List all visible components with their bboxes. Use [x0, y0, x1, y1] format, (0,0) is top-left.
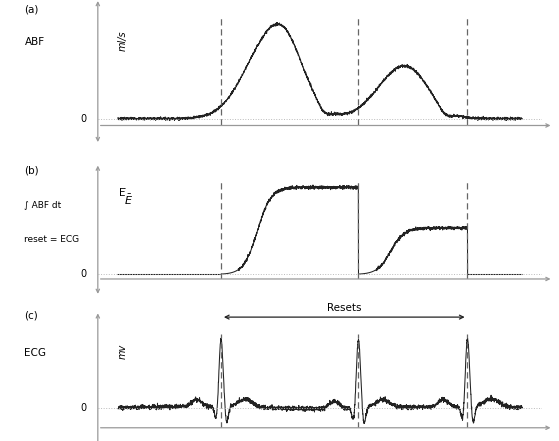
Text: Resets: Resets — [327, 303, 362, 314]
Text: (b): (b) — [25, 166, 39, 176]
Text: (a): (a) — [25, 5, 39, 15]
Text: 0: 0 — [80, 269, 87, 280]
Text: (c): (c) — [25, 310, 38, 321]
Text: ∫ ABF dt: ∫ ABF dt — [25, 200, 61, 209]
Text: 0: 0 — [80, 114, 87, 123]
Text: ml/s: ml/s — [117, 30, 127, 51]
Text: E̅: E̅ — [119, 188, 126, 198]
Text: $\bar{E}$: $\bar{E}$ — [125, 192, 134, 206]
Text: 0: 0 — [80, 403, 87, 413]
Text: ECG: ECG — [25, 348, 46, 358]
Text: mv: mv — [117, 344, 127, 359]
Text: reset = ECG: reset = ECG — [25, 235, 79, 244]
Text: ABF: ABF — [25, 37, 45, 47]
